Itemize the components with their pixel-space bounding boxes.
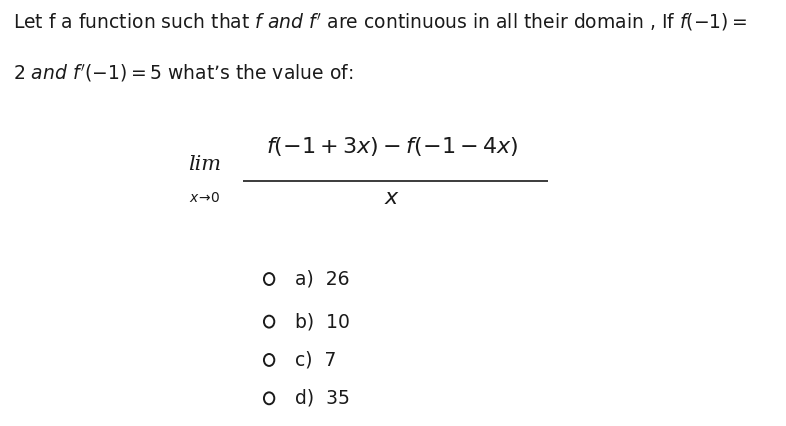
Text: $2$ $\it{and}$ $\it{f^{\prime}}(-1) = 5$ what’s the value of:: $2$ $\it{and}$ $\it{f^{\prime}}(-1) = 5$…: [13, 62, 354, 84]
Text: b)  10: b) 10: [295, 312, 350, 331]
Text: lim: lim: [188, 155, 221, 173]
Text: c)  7: c) 7: [295, 351, 336, 369]
Text: d)  35: d) 35: [295, 389, 350, 408]
Text: $\mathit{x}$: $\mathit{x}$: [384, 188, 400, 208]
Text: $x\!\rightarrow\!0$: $x\!\rightarrow\!0$: [189, 191, 220, 205]
Text: $\mathit{f}(-1+3\mathit{x}) - \mathit{f}(-1-4\mathit{x})$: $\mathit{f}(-1+3\mathit{x}) - \mathit{f}…: [266, 135, 519, 158]
Text: a)  26: a) 26: [295, 270, 350, 288]
Text: Let f a function such that $\it{f}$ $\it{and}$ $\it{f^{\prime}}$ are continuous : Let f a function such that $\it{f}$ $\it…: [13, 11, 747, 33]
